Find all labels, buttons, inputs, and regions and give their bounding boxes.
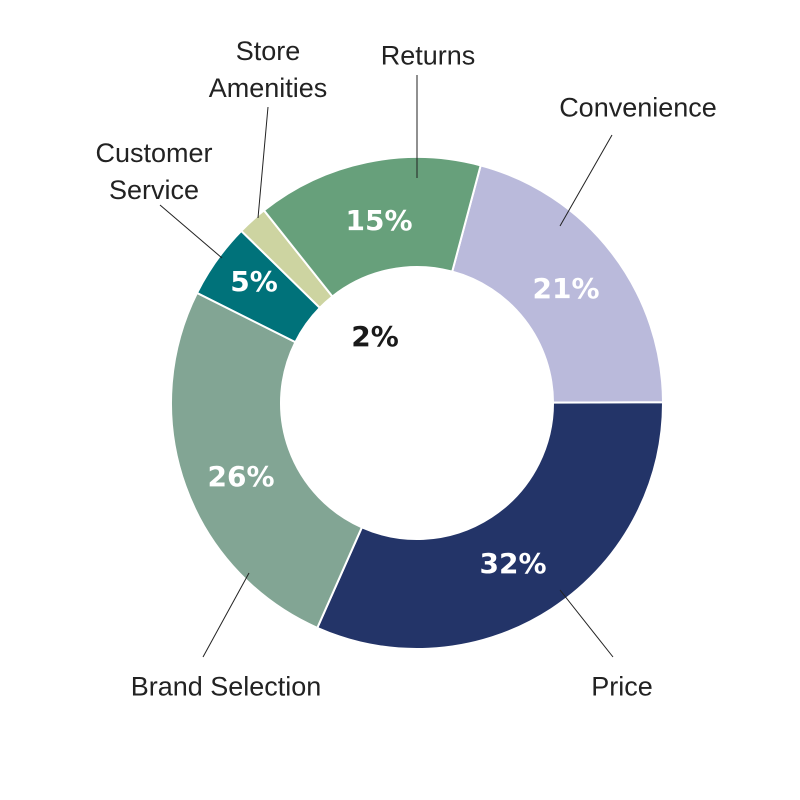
leader-line bbox=[159, 204, 223, 259]
value-label: 15% bbox=[345, 204, 412, 237]
leader-line bbox=[257, 106, 269, 219]
value-label: 2% bbox=[351, 320, 399, 353]
value-label: 21% bbox=[532, 272, 599, 305]
value-label: 26% bbox=[207, 460, 274, 493]
leader-line bbox=[202, 572, 250, 658]
category-label: Brand Selection bbox=[130, 671, 322, 702]
category-label: Price bbox=[591, 671, 653, 702]
donut-slice bbox=[450, 164, 665, 404]
donut-slice bbox=[170, 291, 364, 630]
category-label: Store Amenities bbox=[208, 36, 328, 103]
category-label: Customer Service bbox=[95, 138, 213, 205]
donut-slice bbox=[262, 156, 482, 298]
donut-slice bbox=[315, 401, 664, 650]
leader-line bbox=[559, 589, 614, 658]
category-label: Returns bbox=[380, 40, 476, 71]
leader-line bbox=[559, 134, 613, 227]
category-label: Convenience bbox=[559, 92, 717, 123]
value-label: 32% bbox=[479, 547, 546, 580]
value-label: 5% bbox=[230, 265, 278, 298]
